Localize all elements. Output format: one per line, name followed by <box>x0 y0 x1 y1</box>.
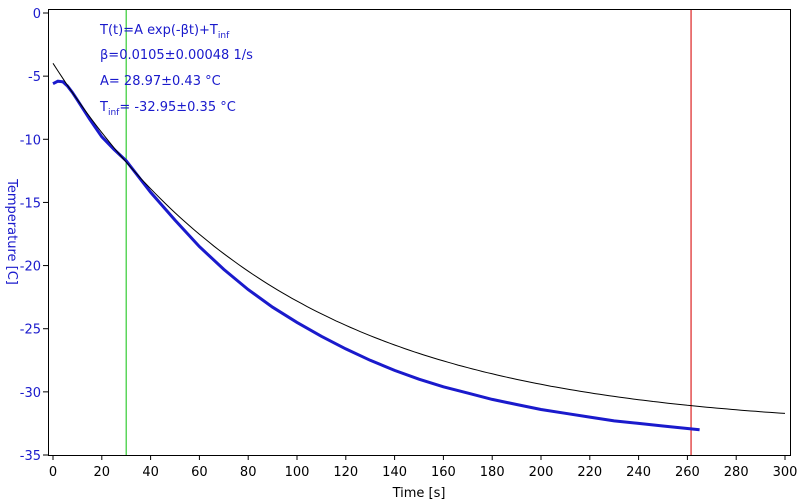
data-series-measured <box>52 79 700 432</box>
x-tick-label: 260 <box>675 465 700 480</box>
annotation-amplitude: A= 28.97±0.43 °C <box>100 74 221 89</box>
y-tick-label: -20 <box>20 260 41 275</box>
y-tick-label: 0 <box>33 7 41 22</box>
x-tick-label: 100 <box>285 465 310 480</box>
x-tick-label: 40 <box>142 465 159 480</box>
x-tick-label: 20 <box>94 465 111 480</box>
x-tick-label: 160 <box>431 465 456 480</box>
x-tick-label: 120 <box>333 465 358 480</box>
x-tick-label: 140 <box>382 465 407 480</box>
x-tick-label: 200 <box>529 465 554 480</box>
plot-area <box>48 9 791 456</box>
x-axis-ticks: 0 20 40 60 80 100 120 140 160 180 200 220 240 260 280 3… <box>49 455 798 480</box>
x-tick-label: 220 <box>577 465 602 480</box>
x-tick-label: 60 <box>191 465 208 480</box>
y-tick-label: -25 <box>20 323 41 338</box>
y-tick-label: -15 <box>20 196 41 211</box>
annotation-tinf: Tinf= -32.95±0.35 °C <box>99 100 236 118</box>
x-axis-label: Time [s] <box>392 486 446 501</box>
y-axis-ticks: 0 -5 -10 -15 -20 -25 -30 -35 <box>20 7 48 464</box>
x-tick-label: 180 <box>480 465 505 480</box>
x-tick-label: 0 <box>49 465 57 480</box>
annotation-model: T(t)=A exp(-βt)+Tinf <box>99 23 230 41</box>
x-tick-label: 280 <box>724 465 749 480</box>
x-tick-label: 300 <box>773 465 798 480</box>
y-tick-label: -10 <box>20 133 41 148</box>
y-tick-label: -35 <box>20 449 41 464</box>
y-axis-label: Temperature [C] <box>4 178 19 285</box>
x-tick-label: 80 <box>240 465 257 480</box>
annotation-beta: β=0.0105±0.00048 1/s <box>100 48 253 63</box>
x-tick-label: 240 <box>626 465 651 480</box>
y-tick-label: -30 <box>20 386 41 401</box>
y-tick-label: -5 <box>28 70 41 85</box>
fit-curve <box>52 63 786 414</box>
